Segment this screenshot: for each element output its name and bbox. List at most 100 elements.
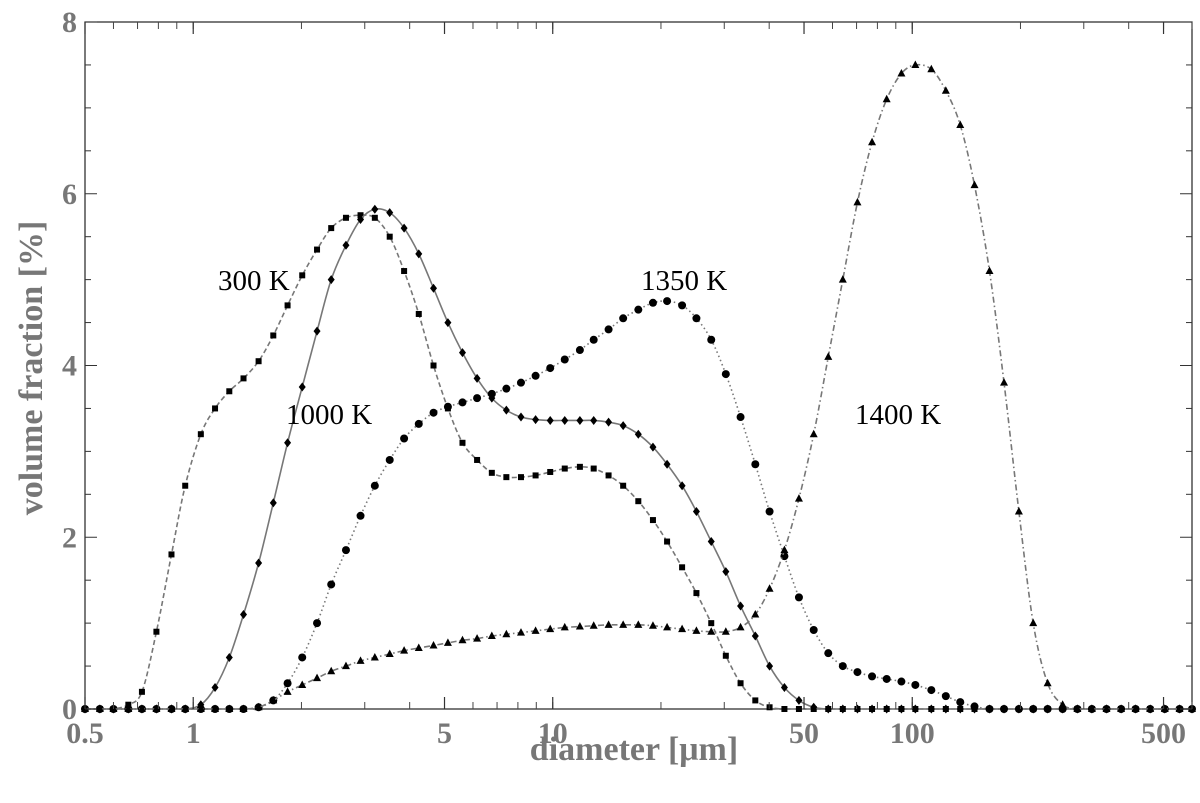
- data-point: [736, 413, 745, 422]
- data-point: [400, 434, 409, 443]
- data-point: [737, 601, 745, 611]
- data-point: [168, 551, 175, 558]
- x-tick-label: 50: [789, 717, 819, 750]
- data-point: [444, 318, 452, 328]
- data-point: [970, 180, 979, 189]
- data-point: [795, 695, 803, 705]
- data-point: [212, 405, 219, 412]
- data-point: [721, 370, 730, 379]
- data-point: [503, 474, 510, 481]
- data-point: [1087, 704, 1096, 712]
- data-point: [386, 233, 393, 240]
- data-point: [502, 384, 511, 393]
- data-point: [780, 683, 788, 693]
- data-point: [153, 628, 160, 635]
- data-point: [576, 415, 584, 425]
- data-point: [648, 298, 657, 307]
- data-point: [502, 405, 510, 415]
- data-point: [663, 297, 672, 306]
- data-point: [458, 348, 466, 358]
- data-point: [474, 456, 481, 463]
- data-point: [620, 482, 627, 489]
- data-point: [838, 662, 847, 671]
- data-point: [868, 137, 877, 146]
- plot-area: [84, 21, 1193, 710]
- data-point: [648, 621, 657, 629]
- data-point: [1102, 704, 1111, 712]
- data-point: [386, 208, 394, 218]
- data-point: [226, 388, 233, 395]
- series-layer: [81, 60, 1196, 714]
- data-point: [795, 706, 802, 712]
- data-point: [546, 415, 554, 425]
- data-point: [1043, 678, 1052, 687]
- data-point: [985, 266, 994, 275]
- data-point: [736, 622, 745, 631]
- data-point: [255, 358, 262, 365]
- data-point: [561, 465, 568, 472]
- data-point: [780, 545, 789, 554]
- data-point: [766, 661, 774, 671]
- data-point: [663, 622, 672, 631]
- data-point: [167, 704, 176, 712]
- data-point: [1014, 506, 1023, 515]
- data-point: [284, 438, 292, 448]
- data-point: [197, 431, 204, 438]
- data-point: [414, 419, 423, 428]
- data-point: [751, 460, 760, 469]
- x-axis: 0.5 1 5 10 50 100 500: [66, 22, 1193, 750]
- y-axis: 0 2 4 6 8: [62, 6, 1192, 726]
- data-point: [1117, 704, 1126, 712]
- data-point: [722, 567, 730, 577]
- data-point: [459, 439, 466, 446]
- data-point: [1014, 705, 1023, 713]
- data-point: [794, 593, 803, 602]
- data-point: [708, 620, 715, 627]
- data-point: [765, 507, 774, 516]
- data-point: [400, 646, 409, 654]
- data-point: [752, 697, 759, 704]
- data-point: [956, 704, 964, 714]
- data-point: [414, 643, 423, 652]
- data-point: [473, 373, 481, 383]
- data-point: [1160, 704, 1169, 712]
- data-point: [138, 688, 145, 695]
- data-point: [970, 702, 979, 711]
- data-point: [1058, 700, 1067, 708]
- data-point: [765, 584, 774, 592]
- data-point: [692, 506, 700, 516]
- data-point: [298, 680, 307, 688]
- data-point: [634, 620, 643, 628]
- x-tick-label: 0.5: [66, 717, 104, 750]
- data-point: [298, 382, 306, 392]
- data-point: [853, 197, 862, 206]
- data-point: [561, 415, 569, 425]
- data-point: [547, 468, 554, 475]
- data-point: [868, 704, 876, 714]
- label-1350k: 1350 K: [641, 265, 727, 297]
- data-point: [298, 653, 307, 662]
- data-point: [897, 704, 905, 714]
- data-point: [941, 692, 950, 701]
- label-300k: 300 K: [218, 265, 290, 297]
- y-tick-label: 8: [62, 6, 77, 39]
- y-axis-title: volume fraction [%]: [13, 221, 50, 516]
- data-point: [635, 498, 642, 505]
- data-point: [911, 680, 920, 689]
- data-point: [722, 652, 729, 659]
- y-tick-label: 2: [62, 521, 77, 554]
- data-point: [443, 402, 452, 411]
- data-point: [239, 704, 248, 712]
- data-point: [473, 394, 482, 403]
- x-tick-label: 5: [437, 717, 452, 750]
- data-point: [678, 301, 687, 310]
- data-point: [283, 679, 292, 688]
- data-point: [458, 635, 467, 644]
- data-point: [1131, 704, 1140, 712]
- data-point: [707, 627, 716, 635]
- data-point: [152, 704, 161, 712]
- x-tick-label: 1: [186, 717, 201, 750]
- data-point: [240, 610, 248, 620]
- data-point: [357, 215, 365, 225]
